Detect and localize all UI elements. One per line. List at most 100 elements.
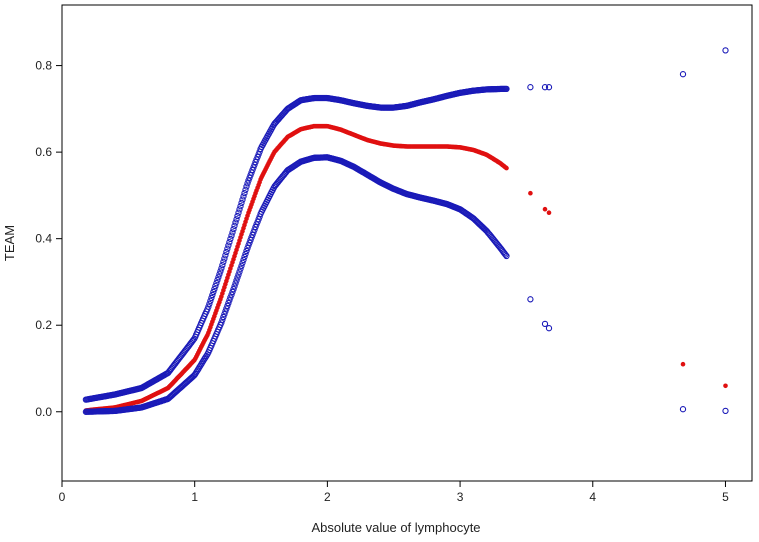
data-point	[236, 268, 243, 275]
data-point	[244, 180, 251, 187]
data-point	[234, 212, 241, 220]
data-point	[224, 302, 231, 310]
data-point	[223, 248, 230, 256]
data-point	[527, 296, 534, 303]
data-point	[541, 84, 549, 91]
data-point	[241, 253, 248, 261]
x-tick-label: 5	[722, 490, 729, 504]
data-point	[239, 196, 246, 203]
data-point	[212, 282, 219, 290]
data-point	[236, 206, 243, 213]
data-point	[234, 274, 241, 281]
data-point	[220, 313, 227, 321]
data-point	[228, 291, 235, 298]
data-point	[722, 47, 729, 54]
data-point	[209, 291, 216, 299]
data-point	[215, 274, 222, 281]
data-point	[219, 316, 226, 323]
data-point	[238, 262, 245, 269]
y-tick-label: 0.6	[35, 145, 52, 159]
data-point	[243, 183, 250, 190]
data-point	[213, 280, 220, 287]
data-point	[238, 199, 245, 207]
data-point	[679, 71, 687, 78]
y-tick-label: 0.0	[35, 405, 52, 419]
data-point	[241, 189, 248, 197]
data-point	[218, 265, 225, 272]
series-lower-bound	[82, 154, 729, 415]
data-point	[503, 252, 510, 260]
x-tick-label: 3	[457, 490, 464, 504]
data-point	[230, 225, 237, 233]
data-point	[723, 383, 728, 389]
data-point	[216, 271, 223, 278]
series-upper-bound	[82, 47, 729, 403]
plot-frame	[61, 4, 753, 482]
data-point	[210, 288, 217, 296]
data-point	[222, 308, 229, 315]
data-point	[208, 294, 215, 302]
data-point	[243, 247, 250, 255]
data-point	[221, 311, 228, 318]
data-point	[229, 229, 236, 236]
data-point	[722, 407, 729, 415]
data-point	[228, 232, 235, 239]
data-point	[504, 165, 509, 171]
data-point	[231, 222, 238, 229]
x-tick-label: 4	[589, 490, 596, 504]
data-point	[233, 216, 240, 223]
x-axis: 0 1 2 3 4 5	[59, 481, 729, 504]
x-tick-label: 2	[324, 490, 331, 504]
data-points	[82, 47, 729, 415]
data-point	[237, 265, 244, 272]
data-point	[226, 239, 233, 246]
data-point	[527, 84, 534, 91]
x-tick-label: 1	[191, 490, 198, 504]
data-point	[546, 210, 552, 215]
data-point	[542, 206, 548, 212]
data-point	[211, 285, 218, 293]
data-point	[219, 261, 226, 269]
data-point	[205, 303, 212, 310]
data-point	[545, 84, 553, 91]
data-point	[222, 252, 229, 259]
data-point	[545, 325, 553, 332]
x-tick-label: 0	[59, 490, 66, 504]
data-point	[220, 258, 227, 265]
data-point	[503, 85, 510, 93]
data-point	[218, 319, 225, 326]
data-point	[239, 259, 246, 266]
data-point	[225, 242, 232, 249]
data-point	[224, 245, 231, 252]
data-point	[235, 271, 242, 278]
data-point	[206, 300, 213, 307]
y-axis-title: TEAM	[2, 225, 17, 261]
data-point	[225, 299, 232, 307]
x-axis-title: Absolute value of lymphocyte	[311, 520, 480, 535]
data-point	[242, 250, 249, 258]
data-point	[207, 297, 214, 304]
y-tick-label: 0.2	[35, 318, 52, 332]
data-point	[214, 277, 221, 284]
data-point	[232, 219, 239, 226]
data-point	[230, 286, 237, 293]
data-point	[502, 251, 509, 258]
data-point	[221, 255, 228, 262]
data-point	[242, 186, 249, 193]
data-point	[227, 294, 234, 301]
data-point	[240, 256, 247, 264]
data-point	[679, 406, 687, 413]
data-point	[233, 277, 240, 284]
y-axis: 0.0 0.2 0.4 0.6 0.8	[35, 59, 62, 419]
data-point	[235, 209, 242, 216]
data-point	[217, 268, 224, 275]
data-point	[226, 297, 233, 304]
data-point	[541, 320, 549, 328]
data-point	[528, 190, 533, 196]
data-point	[231, 283, 238, 290]
data-point	[240, 193, 247, 200]
data-point	[680, 361, 686, 367]
data-point	[237, 203, 244, 210]
data-point	[227, 235, 234, 243]
